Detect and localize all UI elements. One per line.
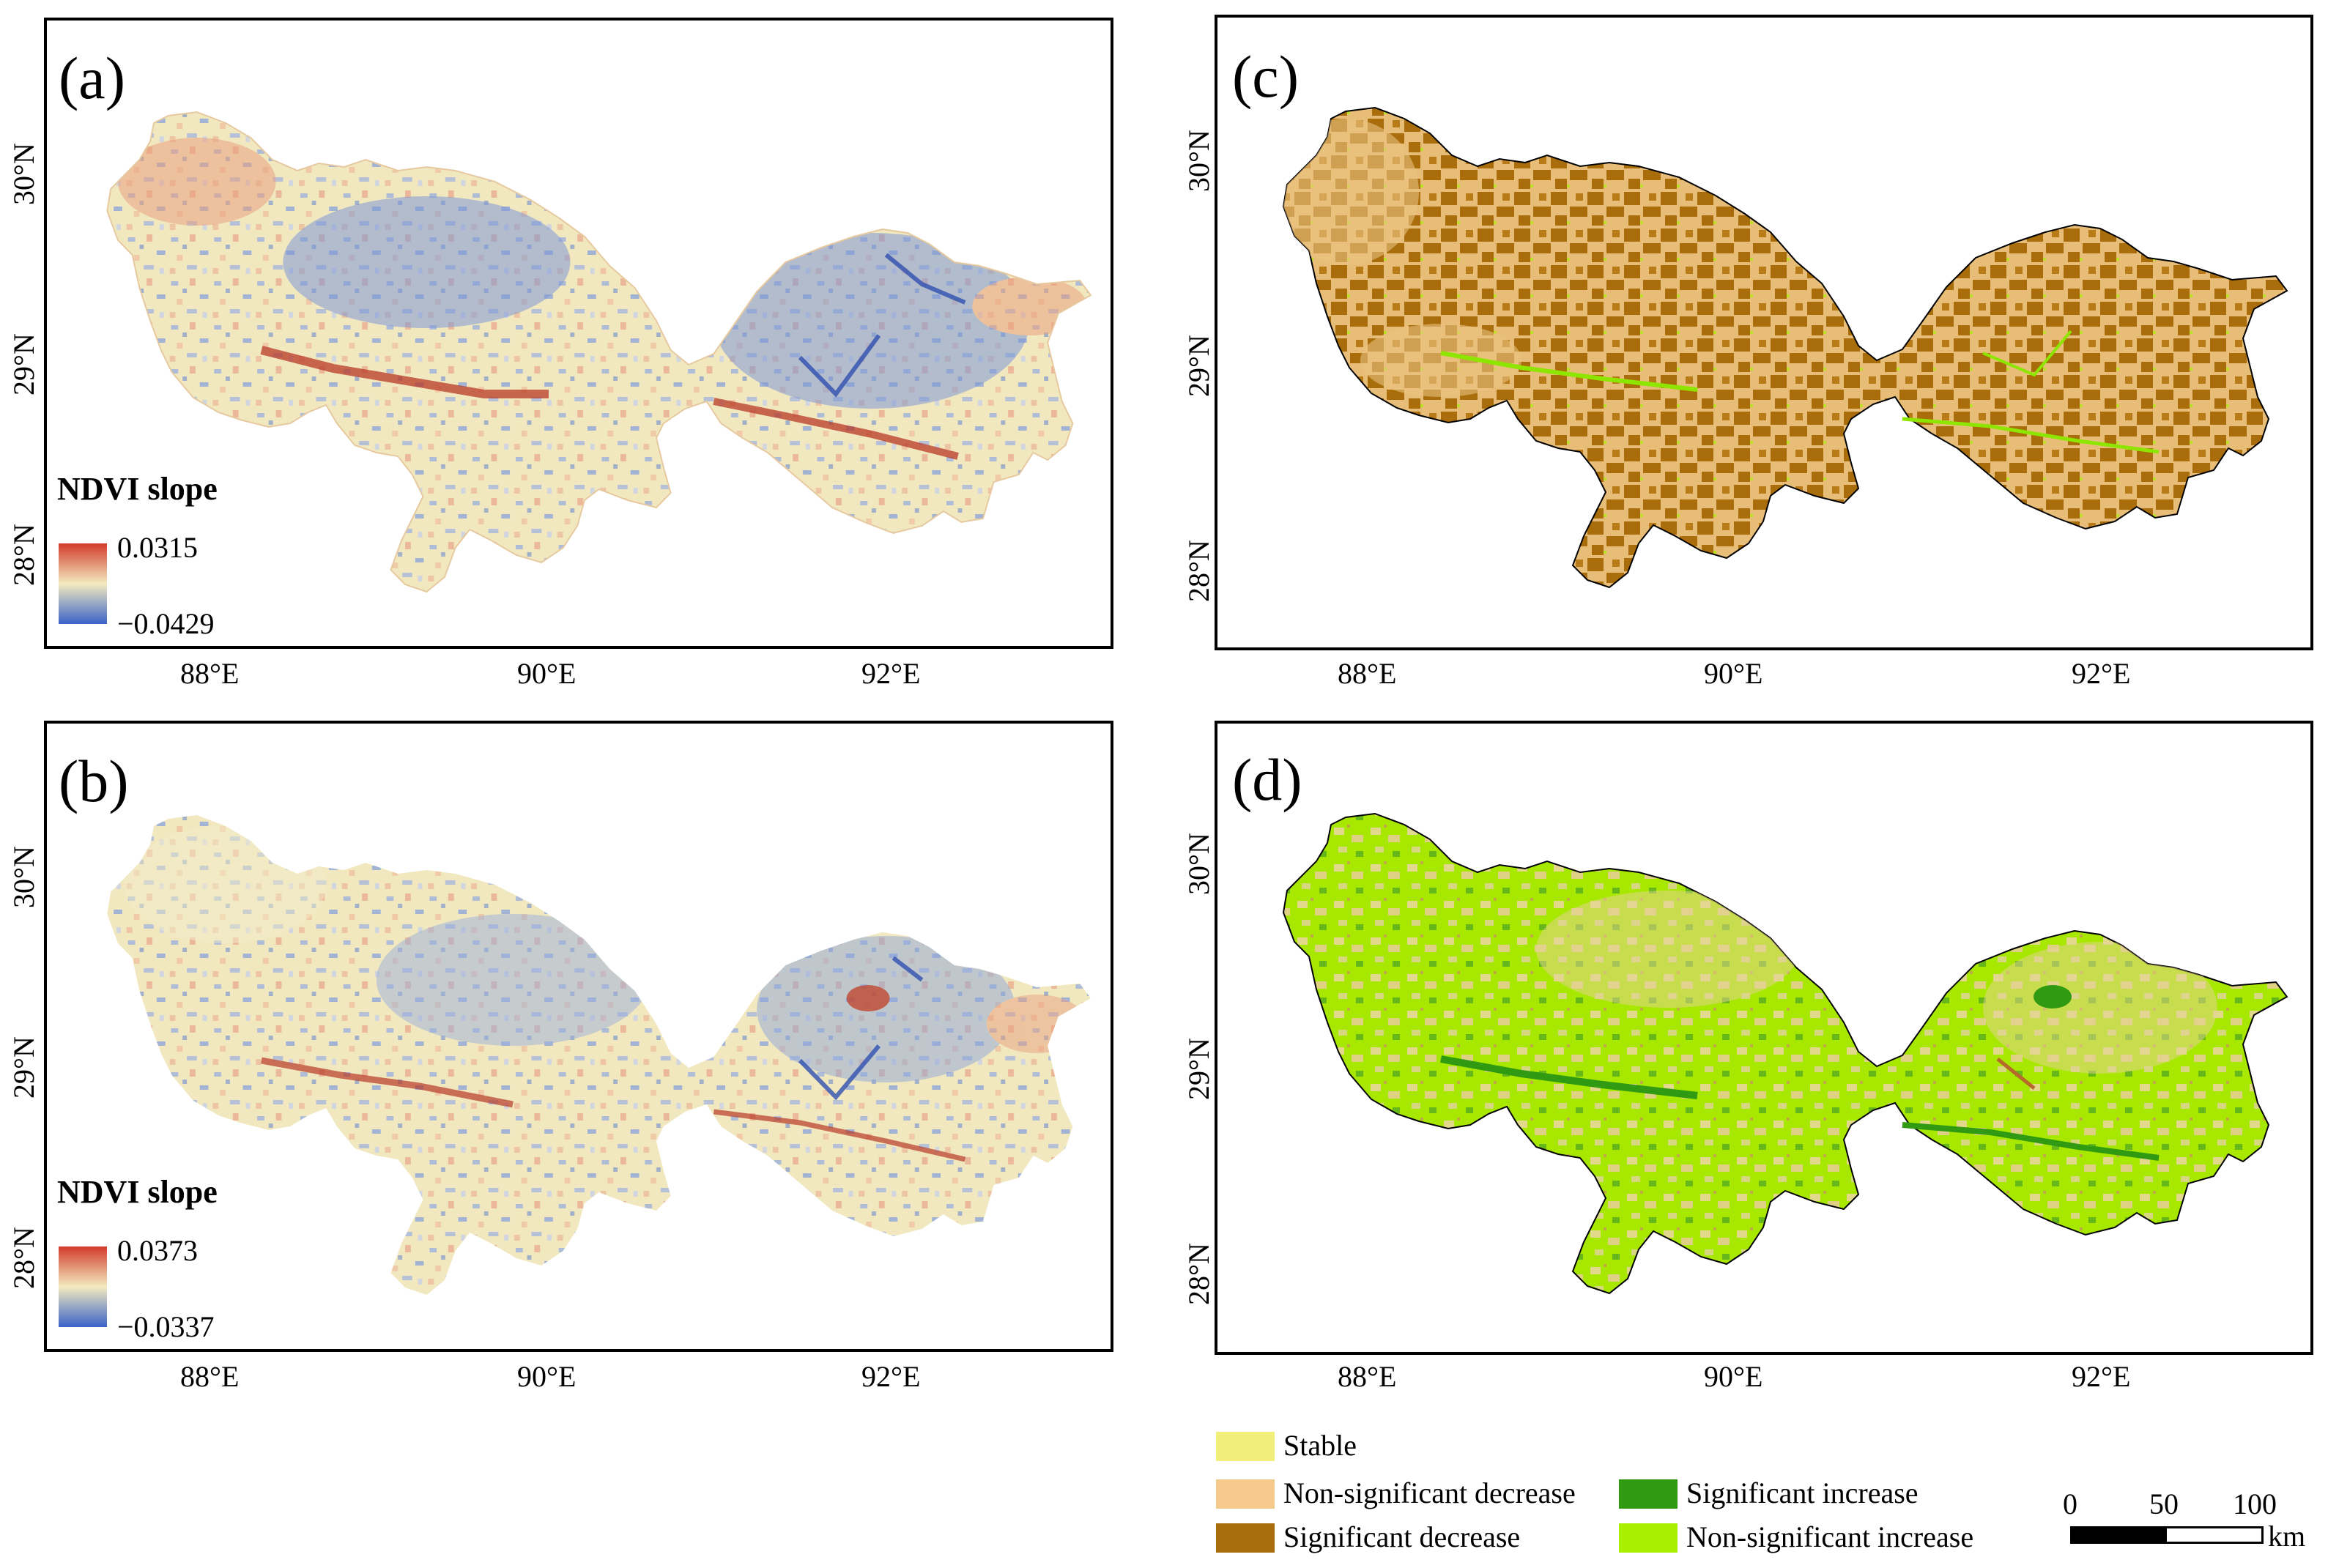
lat-label-a-30: 30°N: [7, 143, 40, 205]
ndvi-slope-map-a: [106, 111, 1092, 593]
lon-label-c-90: 90°E: [1704, 657, 1763, 690]
lat-label-b-30: 30°N: [7, 846, 40, 908]
map-panel-c: (c): [1215, 15, 2313, 650]
lat-label-d-29: 29°N: [1182, 1038, 1215, 1100]
ramp-min-a: −0.0429: [117, 607, 215, 640]
lat-label-a-29: 29°N: [7, 333, 40, 395]
legend-label-nonsig-increase: Non-significant increase: [1686, 1520, 1974, 1553]
legend-label-nonsig-decrease: Non-significant decrease: [1283, 1476, 1576, 1509]
scale-bar: [2070, 1526, 2264, 1544]
ramp-min-b: −0.0337: [117, 1310, 215, 1343]
scale-tick-50: 50: [2149, 1487, 2179, 1520]
lon-label-a-90: 90°E: [517, 657, 577, 690]
trend-map-d: [1282, 812, 2288, 1295]
trend-map-c: [1282, 106, 2288, 589]
color-ramp-b: [59, 1246, 107, 1327]
legend-swatch-sig-increase: [1619, 1479, 1678, 1509]
lat-label-c-29: 29°N: [1182, 335, 1215, 397]
lat-label-d-28: 28°N: [1182, 1243, 1215, 1305]
scale-bar-filled: [2072, 1528, 2167, 1542]
lat-label-a-28: 28°N: [7, 524, 40, 586]
lat-label-c-28: 28°N: [1182, 540, 1215, 602]
lon-label-d-90: 90°E: [1704, 1360, 1763, 1393]
lat-label-c-30: 30°N: [1182, 130, 1215, 192]
lon-label-a-88: 88°E: [180, 657, 240, 690]
map-panel-b: (b) NDVI slope 0.0373 −0.0337: [44, 721, 1113, 1352]
lat-label-d-30: 30°N: [1182, 833, 1215, 895]
legend-swatch-nonsig-increase: [1619, 1523, 1678, 1553]
lon-label-a-92: 92°E: [861, 657, 921, 690]
lon-label-c-92: 92°E: [2072, 657, 2131, 690]
legend-label-sig-increase: Significant increase: [1686, 1476, 1919, 1509]
lat-label-b-28: 28°N: [7, 1227, 40, 1289]
legend-swatch-stable: [1216, 1432, 1275, 1461]
legend-title-a: NDVI slope: [57, 471, 218, 507]
scale-tick-0: 0: [2063, 1487, 2077, 1520]
panel-label-b: (b): [59, 748, 129, 814]
lon-label-b-88: 88°E: [180, 1360, 240, 1393]
color-ramp-a: [59, 543, 107, 624]
lon-label-b-92: 92°E: [861, 1360, 921, 1393]
legend-label-stable: Stable: [1283, 1429, 1357, 1462]
panel-label-a: (a): [59, 45, 126, 111]
ramp-max-a: 0.0315: [117, 531, 198, 564]
legend-title-b: NDVI slope: [57, 1174, 218, 1210]
legend-swatch-nonsig-decrease: [1216, 1479, 1275, 1509]
ramp-max-b: 0.0373: [117, 1234, 198, 1267]
panel-label-d: (d): [1232, 746, 1302, 813]
map-panel-d: (d): [1215, 721, 2313, 1355]
map-panel-a: (a) NDVI slope 0.0315 −0.0429: [44, 18, 1113, 649]
legend-swatch-sig-decrease: [1216, 1523, 1275, 1553]
legend-label-sig-decrease: Significant decrease: [1283, 1520, 1521, 1553]
ndvi-slope-map-b: [107, 815, 1091, 1295]
scale-tick-100: 100: [2233, 1487, 2277, 1520]
lon-label-d-92: 92°E: [2072, 1360, 2131, 1393]
scale-unit: km: [2268, 1520, 2306, 1553]
panel-label-c: (c): [1232, 43, 1300, 110]
lon-label-c-88: 88°E: [1338, 657, 1397, 690]
lat-label-b-29: 29°N: [7, 1036, 40, 1099]
lon-label-b-90: 90°E: [517, 1360, 577, 1393]
lon-label-d-88: 88°E: [1338, 1360, 1397, 1393]
